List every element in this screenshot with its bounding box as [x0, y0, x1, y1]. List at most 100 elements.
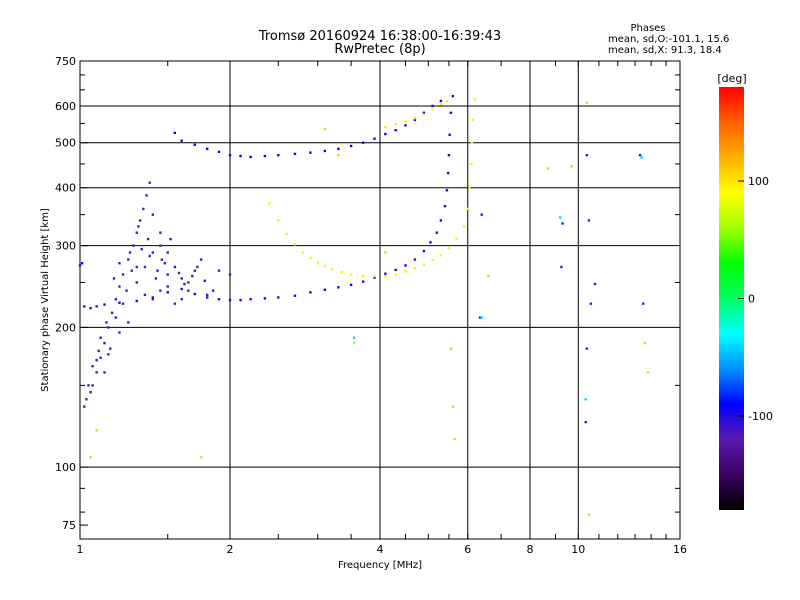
data-point	[413, 258, 417, 261]
data-point	[439, 103, 443, 106]
data-point	[156, 269, 159, 272]
data-point	[462, 225, 466, 228]
y-tick-label: 400	[55, 182, 76, 195]
data-point	[593, 282, 597, 286]
data-point	[114, 298, 118, 301]
data-point	[121, 273, 125, 276]
data-point	[103, 303, 106, 306]
data-point	[95, 371, 98, 374]
data-point	[431, 104, 434, 108]
data-point	[228, 273, 232, 276]
data-point	[455, 237, 458, 241]
data-point	[413, 118, 417, 122]
y-tick-label: 100	[55, 461, 76, 474]
data-point	[448, 133, 451, 137]
data-point	[587, 219, 591, 222]
data-point	[585, 153, 588, 157]
data-point	[187, 289, 190, 292]
data-point	[373, 137, 376, 140]
data-point	[217, 298, 221, 301]
data-point	[404, 270, 407, 273]
data-point	[121, 302, 125, 305]
data-point	[470, 141, 474, 144]
data-point	[112, 277, 116, 280]
data-point	[151, 296, 155, 299]
data-point	[323, 127, 327, 131]
phase-legend-line-x: mean, sd,X: 91.3, 18.4	[608, 45, 722, 56]
data-point	[228, 153, 232, 157]
data-point	[447, 153, 451, 157]
data-point	[239, 298, 242, 302]
data-point	[394, 123, 397, 126]
data-point	[560, 265, 563, 269]
data-point	[140, 247, 143, 251]
y-tick-label: 600	[55, 100, 76, 113]
data-point	[585, 347, 588, 350]
data-point	[453, 437, 456, 441]
data-point	[145, 194, 148, 197]
data-point	[268, 202, 271, 205]
data-point	[91, 364, 94, 368]
data-point	[173, 302, 177, 305]
data-point	[361, 280, 365, 283]
data-point	[135, 281, 138, 284]
chart-subtitle: RwPretec (8p)	[334, 42, 425, 57]
data-point	[205, 147, 209, 151]
data-point	[142, 207, 145, 211]
data-point	[277, 153, 280, 157]
data-point	[445, 189, 449, 192]
data-point	[135, 265, 138, 269]
data-point	[217, 269, 221, 272]
colorbar-ticks: 100 0 -100	[738, 175, 773, 423]
data-point	[154, 277, 158, 280]
data-point	[480, 316, 483, 319]
data-point	[135, 299, 138, 303]
data-point	[107, 353, 110, 356]
data-point	[422, 113, 426, 116]
data-point	[468, 186, 471, 189]
data-point	[151, 213, 155, 216]
data-point	[89, 306, 92, 310]
data-point	[435, 231, 438, 234]
axis-ticks: 1 2 4 6 8 10 16 75 100 200 300 400 500 600 750	[55, 55, 687, 556]
data-point	[293, 243, 297, 246]
data-point	[473, 98, 477, 101]
data-point	[130, 269, 133, 272]
data-point	[193, 292, 197, 296]
x-tick-label: 2	[227, 543, 234, 556]
data-point	[211, 289, 215, 292]
data-point	[642, 302, 645, 305]
data-point	[373, 276, 376, 279]
data-point	[166, 285, 169, 288]
data-point	[99, 356, 102, 360]
colorbar-tick-label: -100	[748, 410, 773, 423]
data-point	[373, 274, 376, 278]
data-point	[180, 298, 183, 301]
data-point	[99, 336, 102, 339]
data-point	[143, 265, 147, 269]
data-point	[561, 222, 564, 225]
data-point	[546, 167, 550, 170]
data-point	[585, 101, 588, 104]
data-point	[159, 289, 162, 292]
data-point	[384, 272, 387, 275]
data-point	[239, 154, 242, 158]
data-point	[323, 149, 327, 153]
x-tick-label: 16	[673, 543, 687, 556]
data-point	[143, 293, 147, 297]
data-point	[160, 258, 164, 261]
phase-legend-line-o: mean, sd,O:-101.1, 15.6	[608, 34, 729, 45]
data-point	[128, 251, 132, 254]
y-tick-label: 750	[55, 55, 76, 68]
x-tick-label: 6	[464, 543, 471, 556]
data-point	[118, 331, 121, 334]
data-point	[316, 261, 319, 264]
data-point	[146, 237, 150, 241]
data-point	[478, 316, 482, 319]
y-tick-label: 300	[55, 240, 76, 253]
y-tick-label: 500	[55, 137, 76, 150]
data-point	[384, 126, 387, 129]
data-point	[151, 298, 155, 301]
data-point	[429, 241, 432, 244]
data-point	[166, 251, 169, 254]
